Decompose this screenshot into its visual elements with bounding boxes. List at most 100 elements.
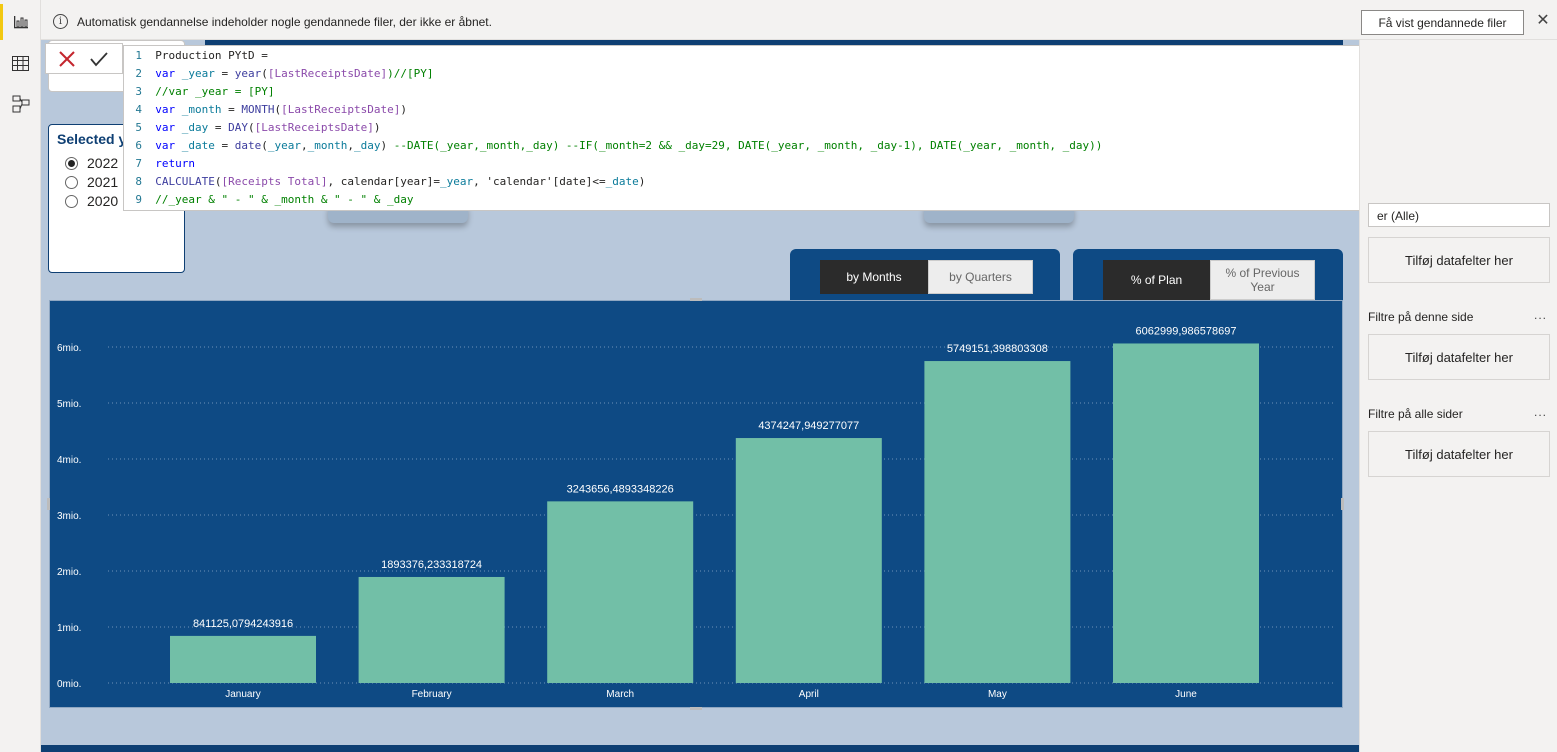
radio-icon[interactable] [65,194,78,208]
line-number: 5 [135,121,142,134]
code-line[interactable]: 1 Production PYtD = [124,47,267,65]
code-token: //_year & " - " & _month & " - " & _day [155,193,414,206]
all-pages-filter-drop-well[interactable]: Tilføj datafelter her [1368,431,1550,477]
cancel-icon[interactable] [56,48,78,70]
bar-march[interactable] [547,501,694,683]
visual-filter-drop-well[interactable]: Tilføj datafelter her [1368,237,1550,283]
code-token: ( [248,121,255,134]
more-options-icon[interactable]: ... [1534,405,1548,419]
report-view-icon[interactable] [0,2,41,42]
x-tick-label: April [799,689,819,700]
header-band [205,40,1343,45]
code-token: date [234,139,262,152]
code-token: //var _year = [PY] [155,85,275,98]
y-tick-label: 4mio. [57,455,81,466]
footer-band [41,745,1359,752]
resize-handle[interactable] [47,498,50,510]
code-line[interactable]: 6 var _date = date(_year,_month,_day) --… [124,137,1102,155]
radio-icon[interactable] [65,175,78,189]
x-tick-label: June [1175,689,1197,700]
y-tick-label: 5mio. [57,399,81,410]
line-number: 3 [135,85,142,98]
formula-actions [45,43,123,74]
line-number: 7 [135,157,142,170]
code-token: = [214,139,235,152]
code-token: _date [175,139,215,152]
slicer-option-2021[interactable]: 2021 [65,174,118,190]
code-token: return [155,157,195,170]
bar-january[interactable] [170,635,316,683]
y-tick-label: 0mio. [57,679,81,690]
by-months-button[interactable]: by Months [820,260,928,294]
view-rail [0,0,41,752]
slicer-option-2022[interactable]: 2022 [65,155,118,171]
code-line[interactable]: 9 //_year & " - " & _month & " - " & _da… [124,191,414,209]
code-token: var [155,103,176,116]
radio-selected-icon[interactable] [65,156,78,170]
active-view-indicator [0,4,3,40]
code-token: _day [354,139,381,152]
code-token: _month [175,103,222,116]
slicer-option-label: 2021 [87,174,119,190]
code-token: --DATE(_year,_month,_day) --IF(_month=2 … [393,139,1103,152]
bar-april[interactable] [735,438,882,683]
checkmark-icon[interactable] [88,48,110,70]
code-token: var [155,121,176,134]
more-options-icon[interactable]: ... [1534,308,1548,322]
code-line[interactable]: 3 //var _year = [PY] [124,83,274,101]
bar-june[interactable] [1113,343,1259,683]
code-line[interactable]: 2 var _year = year([LastReceiptsDate])//… [124,65,433,83]
filters-pane: er (Alle) Tilføj datafelter her Filtre p… [1359,40,1557,752]
code-token: [LastReceiptsDate] [267,67,388,80]
code-token: [LastReceiptsDate] [281,103,401,116]
code-token: _month [307,139,348,152]
bar-may[interactable] [924,361,1071,683]
code-line[interactable]: 7 return [124,155,195,173]
model-view-icon[interactable] [0,84,41,124]
code-token: ( [214,175,222,188]
code-token: MONTH [241,103,275,116]
code-token: CALCULATE [155,175,215,188]
data-label: 6062999,986578697 [1136,325,1237,337]
code-token: _year [175,67,215,80]
percent-of-plan-button[interactable]: % of Plan [1103,260,1210,300]
bar-february[interactable] [358,576,505,683]
all-pages-filters-header: Filtre på alle sider [1368,407,1463,421]
data-view-icon[interactable] [0,43,41,83]
notification-text: Automatisk gendannelse indeholder nogle … [77,15,492,29]
by-quarters-button[interactable]: by Quarters [928,260,1033,294]
ribbon-edge [41,0,1557,4]
percent-of-previous-year-button[interactable]: % of Previous Year [1210,260,1315,300]
line-number: 4 [135,103,142,116]
y-tick-label: 1mio. [57,623,81,634]
measure-toggle-card: % of Plan % of Previous Year [1073,249,1343,300]
code-token: , [301,139,308,152]
code-token: )//[PY] [387,67,434,80]
info-icon: i [53,14,68,29]
y-tick-label: 2mio. [57,567,81,578]
close-icon[interactable]: ✕ [1536,12,1550,29]
resize-handle[interactable] [1341,498,1344,510]
production-bar-chart[interactable]: 0mio. 1mio. 2mio. 3mio. 4mio. 5mio. 6mio. 84112… [49,300,1343,708]
code-token: = [221,103,242,116]
slicer-option-2020[interactable]: 2020 [65,193,118,209]
code-line[interactable]: 5 var _day = DAY([LastReceiptsDate]) [124,119,380,137]
code-token: = [214,67,235,80]
code-token: = [208,121,229,134]
period-toggle-card: by Months by Quarters [790,249,1060,300]
resize-handle[interactable] [690,298,702,301]
code-token: , [347,139,354,152]
visual-filter-value[interactable]: er (Alle) [1368,203,1550,227]
code-token: ) [400,103,407,116]
line-number: 2 [135,67,142,80]
code-token: ) [638,175,646,188]
code-token: ) [373,121,381,134]
code-line[interactable]: 8 CALCULATE([Receipts Total], calendar[y… [124,173,645,191]
page-filter-drop-well[interactable]: Tilføj datafelter her [1368,334,1550,380]
data-label: 4374247,949277077 [758,420,859,432]
code-line[interactable]: 4 var _month = MONTH([LastReceiptsDate]) [124,101,407,119]
view-recovered-files-button[interactable]: Få vist gendannede filer [1361,10,1524,35]
resize-handle[interactable] [690,707,702,710]
bar-chart-svg: 0mio. 1mio. 2mio. 3mio. 4mio. 5mio. 6mio. 84112… [57,325,1336,700]
dax-formula-editor[interactable]: 1 Production PYtD = 2 var _year = year([L… [123,45,1553,211]
